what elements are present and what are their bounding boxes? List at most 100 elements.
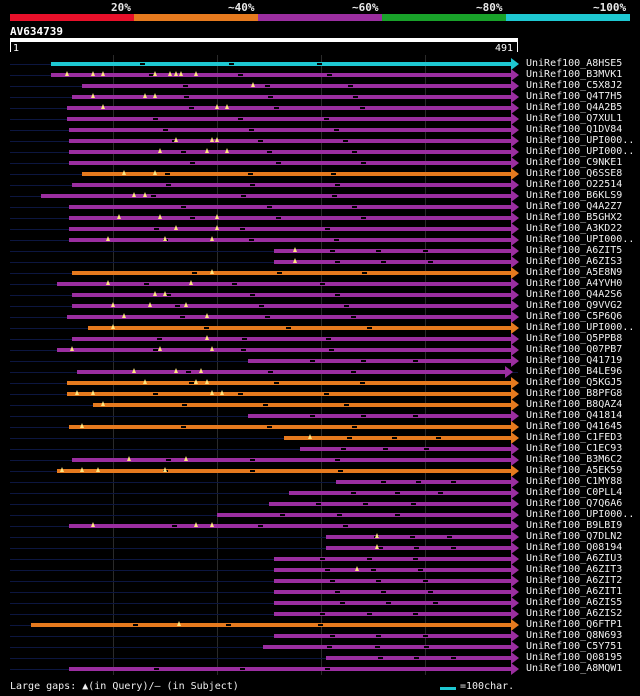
alignment-bar[interactable]: [51, 62, 512, 66]
hit-row[interactable]: UniRef100_A5E8N9: [0, 267, 640, 279]
hit-label[interactable]: UniRef100_Q5PPB8: [526, 333, 623, 344]
hit-row[interactable]: UniRef100_A4YVH0: [0, 278, 640, 290]
hit-row[interactable]: UniRef100_UPI000..: [0, 509, 640, 521]
alignment-bar[interactable]: [273, 568, 512, 572]
hit-label[interactable]: UniRef100_Q8N693: [526, 630, 623, 641]
hit-row[interactable]: UniRef100_Q7Q6A6: [0, 498, 640, 510]
alignment-bar[interactable]: [72, 337, 512, 341]
hit-row[interactable]: UniRef100_UPI000..: [0, 135, 640, 147]
hit-label[interactable]: UniRef100_A6ZIT5: [526, 245, 623, 256]
alignment-bar[interactable]: [263, 645, 512, 649]
alignment-bar[interactable]: [72, 271, 512, 275]
hit-label[interactable]: UniRef100_C5P6Q6: [526, 311, 623, 322]
alignment-bar[interactable]: [68, 524, 512, 528]
alignment-bar[interactable]: [273, 557, 512, 561]
hit-label[interactable]: UniRef100_C9NKE1: [526, 157, 623, 168]
hit-label[interactable]: UniRef100_B4LE96: [526, 366, 623, 377]
alignment-bar[interactable]: [68, 205, 512, 209]
alignment-bar[interactable]: [273, 601, 512, 605]
alignment-bar[interactable]: [41, 194, 512, 198]
hit-label[interactable]: UniRef100_C5Y751: [526, 641, 623, 652]
hit-label[interactable]: UniRef100_A6ZIT2: [526, 575, 623, 586]
hit-row[interactable]: UniRef100_A8HSE5: [0, 58, 640, 70]
hit-label[interactable]: UniRef100_C5X8J2: [526, 80, 623, 91]
hit-row[interactable]: UniRef100_B8QAZ4: [0, 399, 640, 411]
hit-row[interactable]: UniRef100_Q6SSE8: [0, 168, 640, 180]
hit-row[interactable]: UniRef100_C0PLL4: [0, 487, 640, 499]
hit-label[interactable]: UniRef100_Q41645: [526, 421, 623, 432]
alignment-bar[interactable]: [68, 667, 512, 671]
alignment-bar[interactable]: [335, 480, 512, 484]
hit-label[interactable]: UniRef100_B9LBI9: [526, 520, 623, 531]
alignment-bar[interactable]: [56, 282, 512, 286]
alignment-bar[interactable]: [247, 414, 512, 418]
hit-row[interactable]: UniRef100_B3M6C2: [0, 454, 640, 466]
alignment-bar[interactable]: [66, 381, 512, 385]
hit-label[interactable]: UniRef100_C0PLL4: [526, 487, 623, 498]
alignment-bar[interactable]: [72, 183, 512, 187]
hit-row[interactable]: UniRef100_C1EC93: [0, 443, 640, 455]
alignment-bar[interactable]: [68, 425, 512, 429]
alignment-bar[interactable]: [284, 436, 512, 440]
hit-row[interactable]: UniRef100_UPI000..: [0, 146, 640, 158]
hit-label[interactable]: UniRef100_A6ZIT3: [526, 564, 623, 575]
hit-label[interactable]: UniRef100_Q4A2S6: [526, 289, 623, 300]
hit-row[interactable]: UniRef100_Q5PPB8: [0, 333, 640, 345]
hit-row[interactable]: UniRef100_Q41645: [0, 421, 640, 433]
hit-row[interactable]: UniRef100_A6ZIS2: [0, 608, 640, 620]
alignment-bar[interactable]: [66, 117, 512, 121]
hit-label[interactable]: UniRef100_O22514: [526, 179, 623, 190]
alignment-bar[interactable]: [72, 95, 512, 99]
alignment-bar[interactable]: [56, 469, 512, 473]
alignment-bar[interactable]: [273, 634, 512, 638]
alignment-bar[interactable]: [68, 238, 512, 242]
hit-row[interactable]: UniRef100_B3MVK1: [0, 69, 640, 81]
hit-row[interactable]: UniRef100_Q5KGJ5: [0, 377, 640, 389]
hit-row[interactable]: UniRef100_C1MY88: [0, 476, 640, 488]
hit-label[interactable]: UniRef100_Q4A2Z7: [526, 201, 623, 212]
hit-label[interactable]: UniRef100_A6ZIS5: [526, 597, 623, 608]
hit-label[interactable]: UniRef100_UPI000..: [526, 234, 635, 245]
alignment-bar[interactable]: [289, 491, 512, 495]
hit-row[interactable]: UniRef100_A6ZIT1: [0, 586, 640, 598]
hit-row[interactable]: UniRef100_A5EK59: [0, 465, 640, 477]
hit-row[interactable]: UniRef100_C9NKE1: [0, 157, 640, 169]
alignment-bar[interactable]: [68, 150, 512, 154]
hit-row[interactable]: UniRef100_Q41814: [0, 410, 640, 422]
hit-row[interactable]: UniRef100_Q6FTP1: [0, 619, 640, 631]
hit-row[interactable]: UniRef100_UPI000..: [0, 322, 640, 334]
alignment-bar[interactable]: [68, 128, 512, 132]
hit-row[interactable]: UniRef100_Q4A2B5: [0, 102, 640, 114]
hit-row[interactable]: UniRef100_Q8N693: [0, 630, 640, 642]
hit-label[interactable]: UniRef100_A3KD22: [526, 223, 623, 234]
hit-label[interactable]: UniRef100_Q7Q6A6: [526, 498, 623, 509]
alignment-bar[interactable]: [51, 73, 512, 77]
hit-row[interactable]: UniRef100_Q7XUL1: [0, 113, 640, 125]
hit-row[interactable]: UniRef100_B9LBI9: [0, 520, 640, 532]
hit-row[interactable]: UniRef100_C5X8J2: [0, 80, 640, 92]
alignment-bar[interactable]: [77, 370, 506, 374]
hit-row[interactable]: UniRef100_A6ZIS5: [0, 597, 640, 609]
hit-label[interactable]: UniRef100_Q1DV84: [526, 124, 623, 135]
hit-label[interactable]: UniRef100_A5EK59: [526, 465, 623, 476]
hit-label[interactable]: UniRef100_A6ZIS2: [526, 608, 623, 619]
hit-row[interactable]: UniRef100_A8MQW1: [0, 663, 640, 675]
hit-label[interactable]: UniRef100_A6ZIS3: [526, 256, 623, 267]
hit-label[interactable]: UniRef100_Q4T7H5: [526, 91, 623, 102]
hit-row[interactable]: UniRef100_C5Y751: [0, 641, 640, 653]
hit-label[interactable]: UniRef100_A6ZIT1: [526, 586, 623, 597]
alignment-bar[interactable]: [68, 216, 512, 220]
alignment-bar[interactable]: [72, 458, 512, 462]
alignment-bar[interactable]: [66, 315, 512, 319]
alignment-bar[interactable]: [92, 403, 512, 407]
hit-label[interactable]: UniRef100_B3MVK1: [526, 69, 623, 80]
hit-label[interactable]: UniRef100_A4YVH0: [526, 278, 623, 289]
hit-label[interactable]: UniRef100_C1MY88: [526, 476, 623, 487]
hit-row[interactable]: UniRef100_O22514: [0, 179, 640, 191]
hit-row[interactable]: UniRef100_A6ZIT2: [0, 575, 640, 587]
hit-label[interactable]: UniRef100_A8HSE5: [526, 58, 623, 69]
hit-label[interactable]: UniRef100_Q08194: [526, 542, 623, 553]
alignment-bar[interactable]: [72, 304, 512, 308]
alignment-bar[interactable]: [268, 502, 512, 506]
hit-row[interactable]: UniRef100_C1FED3: [0, 432, 640, 444]
